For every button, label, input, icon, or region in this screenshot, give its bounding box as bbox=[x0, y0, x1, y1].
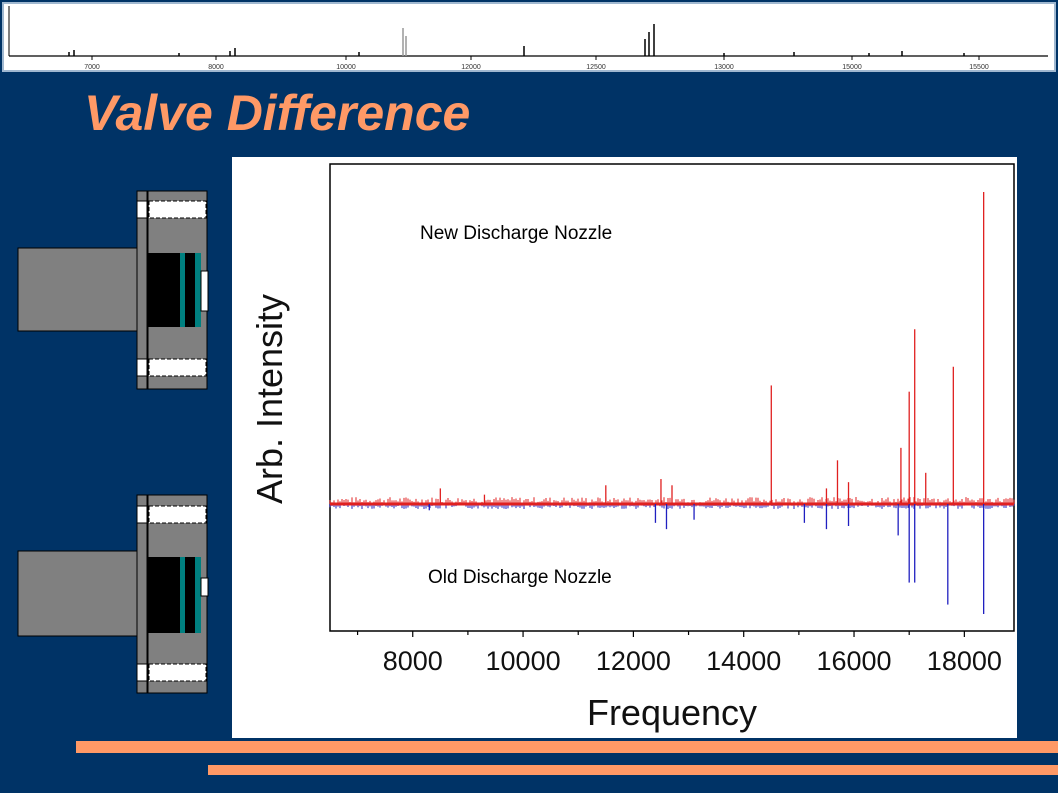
seal bbox=[180, 557, 185, 633]
seal bbox=[180, 253, 185, 327]
seal bbox=[195, 253, 201, 327]
x-tick-label: 10000 bbox=[486, 646, 561, 676]
valve-plate bbox=[136, 190, 148, 390]
spectrum-chart-panel: 8000 10000 12000 14000 16000 18000 New Discha… bbox=[232, 157, 1017, 738]
plate-slot bbox=[136, 200, 148, 219]
top-tick-label: 12000 bbox=[461, 64, 481, 70]
annotation-new-nozzle: New Discharge Nozzle bbox=[420, 223, 612, 244]
poppet-tip bbox=[185, 557, 195, 633]
accent-bar-bottom bbox=[208, 765, 1058, 775]
top-tick-label: 13000 bbox=[714, 64, 734, 70]
x-axis-label: Frequency bbox=[587, 692, 757, 733]
poppet bbox=[148, 557, 180, 633]
new-valve-diagram bbox=[17, 190, 209, 390]
slide-title: Valve Difference bbox=[84, 85, 471, 141]
top-tick-label: 15500 bbox=[969, 64, 989, 70]
top-tick-label: 12500 bbox=[586, 64, 606, 70]
x-tick-label: 12000 bbox=[596, 646, 671, 676]
top-tick-label: 8000 bbox=[208, 64, 224, 70]
spectrum-chart: 8000 10000 12000 14000 16000 18000 New Discha… bbox=[249, 163, 1015, 733]
x-tick-label: 14000 bbox=[706, 646, 781, 676]
old-valve-diagram bbox=[17, 494, 209, 694]
seal bbox=[195, 557, 201, 633]
bolt-slot bbox=[148, 358, 207, 377]
top-tick-label: 15000 bbox=[842, 64, 862, 70]
top-spectrum-strip: 7000 8000 10000 12000 12500 13000 15000 15500 bbox=[2, 2, 1056, 72]
bolt-slot bbox=[148, 663, 207, 682]
plate-slot bbox=[136, 358, 148, 377]
accent-bar-top bbox=[76, 741, 1058, 753]
valve-body bbox=[17, 550, 139, 637]
plate-slot bbox=[136, 505, 148, 524]
plot-frame bbox=[329, 163, 1015, 632]
nozzle-opening bbox=[200, 577, 209, 597]
plate-slot bbox=[136, 663, 148, 682]
top-spectrum-chart: 7000 8000 10000 12000 12500 13000 15000 15500 bbox=[8, 6, 1048, 71]
poppet bbox=[148, 253, 180, 327]
bolt-slot bbox=[148, 200, 207, 219]
nozzle-opening bbox=[200, 270, 209, 312]
top-tick-label: 7000 bbox=[84, 64, 100, 70]
x-tick-label: 8000 bbox=[383, 646, 443, 676]
bolt-slot bbox=[148, 505, 207, 524]
x-tick-label: 16000 bbox=[816, 646, 891, 676]
x-tick-label: 18000 bbox=[927, 646, 1002, 676]
y-axis-label: Arb. Intensity bbox=[249, 294, 290, 504]
top-tick-label: 10000 bbox=[336, 64, 356, 70]
valve-plate bbox=[136, 494, 148, 694]
annotation-old-nozzle: Old Discharge Nozzle bbox=[428, 567, 612, 588]
valve-diagrams bbox=[17, 190, 209, 694]
poppet-tip bbox=[185, 253, 195, 327]
valve-body bbox=[17, 247, 139, 332]
